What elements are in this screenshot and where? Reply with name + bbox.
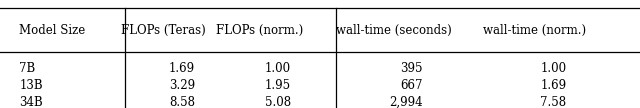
Text: 13B: 13B: [19, 79, 43, 92]
Text: 1.69: 1.69: [540, 79, 566, 92]
Text: 667: 667: [400, 79, 422, 92]
Text: FLOPs (norm.): FLOPs (norm.): [216, 24, 303, 37]
Text: wall-time (norm.): wall-time (norm.): [483, 24, 586, 37]
Text: 8.58: 8.58: [169, 96, 195, 108]
Text: 7B: 7B: [19, 62, 35, 75]
Text: 1.00: 1.00: [265, 62, 291, 75]
Text: Model Size: Model Size: [19, 24, 86, 37]
Text: FLOPs (Teras): FLOPs (Teras): [121, 24, 205, 37]
Text: wall-time (seconds): wall-time (seconds): [336, 24, 451, 37]
Text: 1.00: 1.00: [540, 62, 566, 75]
Text: 395: 395: [400, 62, 422, 75]
Text: 1.69: 1.69: [169, 62, 195, 75]
Text: 1.95: 1.95: [265, 79, 291, 92]
Text: 3.29: 3.29: [169, 79, 195, 92]
Text: 7.58: 7.58: [540, 96, 566, 108]
Text: 2,994: 2,994: [388, 96, 422, 108]
Text: 34B: 34B: [19, 96, 43, 108]
Text: 5.08: 5.08: [265, 96, 291, 108]
